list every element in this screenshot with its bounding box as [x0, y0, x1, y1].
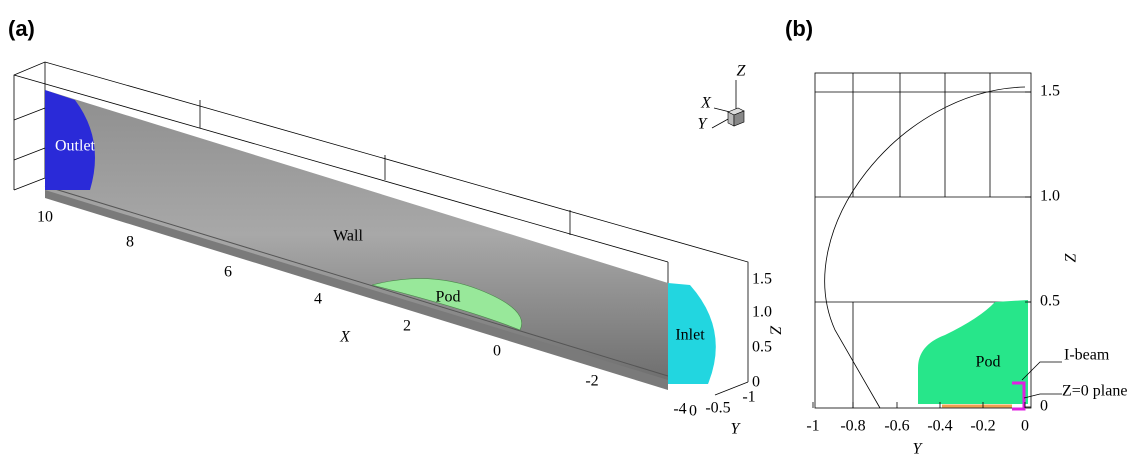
tick-label: 1.0 — [1040, 188, 1060, 205]
figure: (a) Outlet Wall Pod Inlet X Y Z Z X Y (b… — [0, 0, 1146, 458]
tick-label: -1 — [806, 418, 819, 435]
tick-label: -2 — [585, 373, 598, 390]
tick-label: 10 — [37, 209, 53, 226]
tick-label: -0.4 — [927, 418, 952, 435]
axis-title: Y — [731, 421, 742, 438]
panel-label: (b) — [785, 16, 813, 41]
tick-label: 0 — [493, 343, 501, 360]
tick-label: 0.5 — [752, 339, 772, 356]
tick-label: 2 — [403, 318, 411, 335]
region-label: Outlet — [55, 138, 96, 155]
pod-section — [918, 300, 1028, 404]
tick-label: 1.5 — [752, 271, 772, 288]
axis-title: Z — [1063, 252, 1080, 262]
tick-label: 0.5 — [1040, 293, 1060, 310]
annotation: Pod — [976, 354, 1001, 371]
annotation: Z=0 plane — [1062, 383, 1127, 400]
triad-label: Z — [737, 63, 747, 80]
tick-label: 1.0 — [752, 304, 772, 321]
axis-title: Y — [913, 441, 924, 458]
tick-label: -0.2 — [970, 418, 995, 435]
region-label: Inlet — [675, 327, 705, 344]
axis-title: X — [339, 329, 351, 346]
tick-label: 0 — [752, 374, 760, 391]
tick-label: 8 — [126, 234, 134, 251]
region-label: Wall — [333, 228, 363, 245]
tick-label: 1.5 — [1040, 83, 1060, 100]
region-label: Pod — [436, 289, 461, 306]
panel-label: (a) — [8, 16, 35, 41]
tick-label: 0 — [689, 403, 697, 420]
tick-label: -0.6 — [884, 418, 909, 435]
tick-label: -0.8 — [840, 418, 865, 435]
axis-title: Z — [766, 326, 783, 336]
tick-label: 4 — [314, 291, 322, 308]
triad-label: X — [700, 95, 712, 112]
tick-label: -0.5 — [705, 400, 730, 417]
annotation: I-beam — [1064, 347, 1110, 364]
tick-label: 6 — [224, 264, 232, 281]
tick-label: -1 — [742, 389, 755, 406]
triad-cube — [728, 108, 744, 126]
tick-label: 0 — [1021, 418, 1029, 435]
tick-label: 0 — [1040, 398, 1048, 415]
tick-label: -4 — [673, 401, 686, 418]
triad-label: Y — [698, 116, 709, 133]
